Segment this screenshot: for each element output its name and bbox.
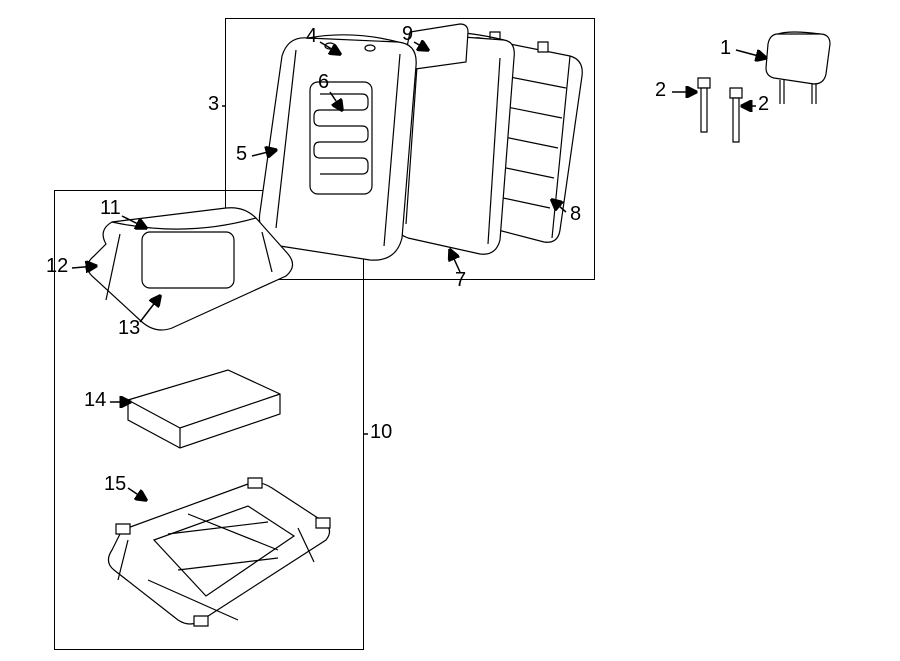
callout-1: 1 <box>720 38 731 58</box>
callout-11: 11 <box>100 198 121 218</box>
callout-6: 6 <box>318 72 329 92</box>
callout-7: 7 <box>455 270 466 290</box>
callout-4: 4 <box>306 26 317 46</box>
callout-2a: 2 <box>655 80 666 100</box>
callout-5: 5 <box>236 144 247 164</box>
seat-parts-diagram: 1 2 2 3 4 5 6 7 8 9 10 11 12 13 14 15 <box>0 0 900 661</box>
callout-15: 15 <box>104 474 126 494</box>
callout-12: 12 <box>46 256 68 276</box>
callout-10: 10 <box>370 422 392 442</box>
callout-2b: 2 <box>758 94 769 114</box>
callout-13: 13 <box>118 318 140 338</box>
callout-3: 3 <box>208 94 219 114</box>
callout-8: 8 <box>570 204 581 224</box>
callout-9: 9 <box>402 24 413 44</box>
callout-14: 14 <box>84 390 106 410</box>
